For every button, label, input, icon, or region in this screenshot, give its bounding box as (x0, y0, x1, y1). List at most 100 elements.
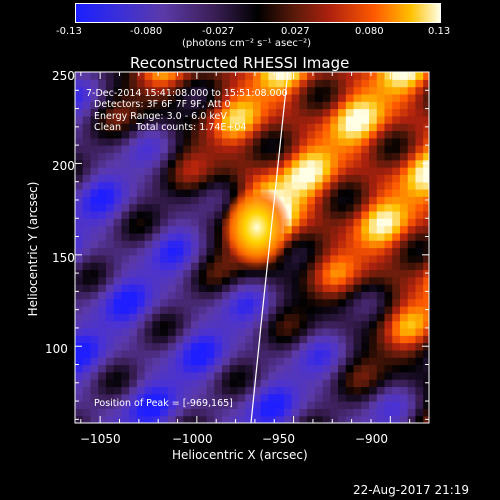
heatmap-cell (136, 327, 146, 336)
heatmap-cell (214, 298, 223, 307)
heatmap-cell (237, 174, 246, 183)
heatmap-cell (345, 335, 355, 344)
heatmap-cell (152, 240, 161, 249)
heatmap-cell (291, 115, 300, 124)
heatmap-cell (222, 379, 231, 388)
heatmap-cell (407, 401, 417, 409)
heatmap-cell (245, 101, 254, 110)
heatmap-cell (291, 86, 300, 95)
heatmap-cell (299, 210, 308, 219)
heatmap-cell (198, 101, 208, 110)
heatmap-cell (90, 196, 99, 205)
heatmap-cell (222, 342, 231, 351)
heatmap-cell (191, 123, 200, 132)
heatmap-cell (82, 320, 92, 329)
heatmap-cell (82, 335, 92, 344)
heatmap-cell (90, 254, 99, 263)
heatmap-cell (330, 276, 339, 285)
heatmap-cell (291, 306, 300, 314)
heatmap-cell (322, 225, 331, 234)
heatmap-cell (237, 115, 246, 124)
heatmap-cell (167, 225, 177, 234)
heatmap-cell (276, 174, 285, 183)
heatmap-cell (152, 232, 161, 241)
heatmap-cell (206, 306, 215, 314)
heatmap-cell (268, 386, 277, 395)
heatmap-cell (322, 137, 331, 146)
heatmap-cell (322, 364, 331, 373)
heatmap-cell (160, 291, 169, 300)
heatmap-cell (361, 115, 370, 124)
heatmap-cell (183, 159, 192, 168)
heatmap-cell (307, 137, 316, 146)
heatmap-cell (105, 284, 115, 292)
heatmap-cell (345, 298, 355, 307)
heatmap-cell (136, 371, 146, 380)
heatmap-cell (345, 284, 355, 292)
heatmap-cell (198, 335, 208, 344)
heatmap-cell (121, 189, 130, 197)
heatmap-cell (299, 284, 308, 292)
heatmap-cell (399, 276, 409, 285)
heatmap-cell (384, 254, 393, 263)
heatmap-cell (407, 218, 417, 227)
heatmap-cell (175, 108, 184, 117)
heatmap-cell (214, 181, 223, 190)
heatmap-cell (283, 269, 293, 278)
heatmap-cell (121, 210, 130, 219)
heatmap-cell (129, 247, 138, 256)
heatmap-cell (214, 174, 223, 183)
heatmap-cell (314, 313, 324, 322)
heatmap-cell (144, 313, 153, 322)
heatmap-cell (376, 247, 386, 256)
heatmap-cell (376, 108, 386, 117)
heatmap-cell (376, 269, 386, 278)
heatmap-cell (361, 269, 370, 278)
heatmap-cell (415, 210, 424, 219)
heatmap-cell (206, 152, 215, 161)
heatmap-cell (260, 364, 270, 373)
heatmap-cell (206, 130, 215, 139)
heatmap-cell (144, 86, 153, 95)
heatmap-cell (384, 101, 393, 110)
heatmap-cell (206, 218, 215, 227)
heatmap-cell (291, 174, 300, 183)
heatmap-cell (423, 225, 429, 234)
heatmap-cell (338, 306, 347, 314)
heatmap-cell (299, 174, 308, 183)
heatmap-cell (136, 93, 146, 102)
heatmap-cell (214, 284, 223, 292)
heatmap-cell (415, 101, 424, 110)
heatmap-cell (129, 262, 138, 271)
heatmap-cell (260, 342, 270, 351)
heatmap-cell (415, 123, 424, 132)
heatmap-cell (113, 254, 123, 263)
heatmap-cell (113, 327, 123, 336)
heatmap-cell (268, 159, 277, 168)
heatmap-cell (90, 269, 99, 278)
heatmap-cell (423, 393, 429, 402)
heatmap-cell (237, 327, 246, 336)
heatmap-cell (82, 108, 92, 117)
heatmap-cell (423, 210, 429, 219)
heatmap-cell (136, 123, 146, 132)
heatmap-cell (98, 357, 107, 366)
heatmap-cell (222, 335, 231, 344)
heatmap-cell (252, 152, 262, 161)
heatmap-cell (160, 130, 169, 139)
heatmap-cell (307, 181, 316, 190)
heatmap-cell (330, 79, 339, 88)
heatmap-cell (369, 291, 378, 300)
heatmap-cell (283, 342, 293, 351)
heatmap-cell (423, 357, 429, 366)
heatmap-cell (191, 174, 200, 183)
heatmap-cell (252, 401, 262, 409)
heatmap-cell (345, 415, 355, 423)
heatmap-cell (183, 342, 192, 351)
heatmap-cell (376, 79, 386, 88)
heatmap-cell (129, 364, 138, 373)
heatmap-cell (291, 254, 300, 263)
heatmap-cell (105, 313, 115, 322)
heatmap-cell (299, 349, 308, 358)
heatmap-cell (353, 415, 362, 423)
